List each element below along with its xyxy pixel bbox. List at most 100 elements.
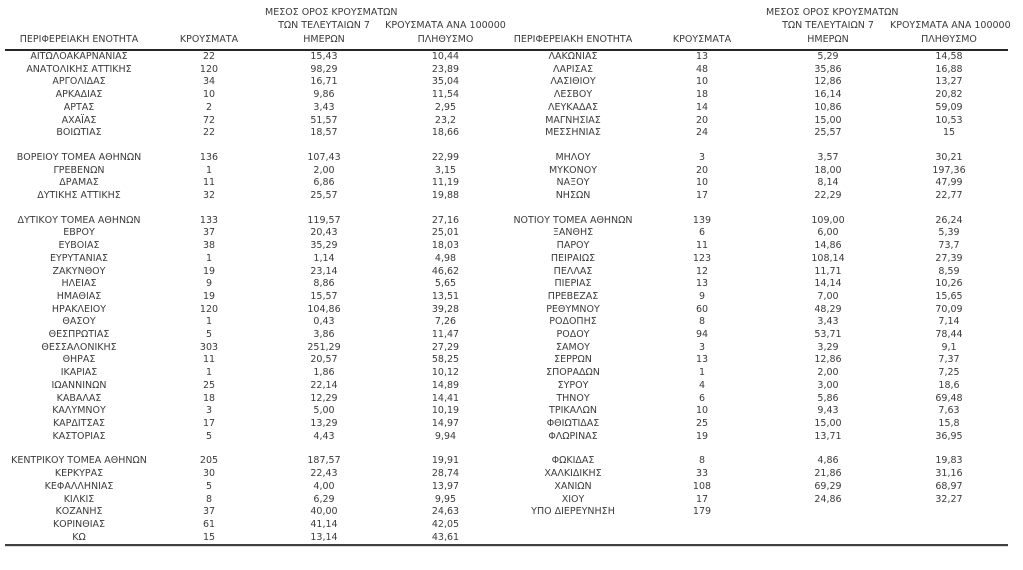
cases-cell	[638, 519, 766, 532]
region-cell: ΛΕΣΒΟΥ	[553, 89, 593, 101]
region-cell: ΠΙΕΡΙΑΣ	[554, 278, 592, 290]
cases-cell: 133	[199, 214, 219, 226]
table-row: ΕΥΒΟΙΑΣ 38 35,29 18,03 ΠΑΡΟΥ 11 14,86 73,7	[5, 240, 1008, 253]
cases-cell: 179	[692, 506, 712, 518]
cases-cell: 13	[695, 51, 709, 62]
avg7-cell: 4,43	[313, 430, 335, 442]
header-region-right: ΠΕΡΙΦΕΡΕΙΑΚΗ ΕΝΟΤΗΤΑ	[508, 0, 638, 51]
region-cell: ΚΙΛΚΙΣ	[63, 493, 95, 505]
header-per100k-right-line1: ΚΡΟΥΣΜΑΤΑ ΑΝΑ 100000	[890, 20, 1011, 31]
per100k-cell: 10,53	[935, 114, 963, 126]
avg7-cell: 15,00	[814, 114, 842, 126]
per100k-cell: 31,16	[935, 468, 963, 480]
header-per100k-left: ΚΡΟΥΣΜΑΤΑ ΑΝΑ 100000 ΠΛΗΘΥΣΜΟ	[383, 0, 508, 51]
cases-cell: 72	[202, 114, 216, 126]
region-cell: ΛΑΣΙΘΙΟΥ	[550, 76, 596, 88]
avg7-cell: 4,86	[817, 455, 839, 467]
cases-cell: 10	[695, 76, 709, 88]
avg7-cell: 53,71	[814, 329, 842, 341]
region-cell: ΤΡΙΚΑΛΩΝ	[549, 405, 597, 417]
avg7-cell: 10,86	[814, 101, 842, 113]
avg7-cell: 8,14	[817, 177, 839, 189]
region-cell: ΑΝΑΤΟΛΙΚΗΣ ΑΤΤΙΚΗΣ	[26, 63, 132, 75]
region-cell: ΙΚΑΡΙΑΣ	[60, 367, 98, 379]
cases-cell: 18	[202, 392, 216, 404]
region-cell: ΙΩΑΝΝΙΝΩΝ	[51, 379, 107, 391]
per100k-cell: 19,91	[431, 455, 460, 467]
table-row: ΓΡΕΒΕΝΩΝ 1 2,00 3,15 ΜΥΚΟΝΟΥ 20 18,00 197,36	[5, 165, 1008, 178]
table-row: ΒΟΙΩΤΙΑΣ 22 18,57 18,66 ΜΕΣΣΗΝΙΑΣ 24 25,57 15	[5, 127, 1008, 140]
avg7-cell: 5,00	[313, 405, 335, 417]
region-cell: ΝΑΞΟΥ	[556, 177, 590, 189]
avg7-cell: 13,71	[814, 430, 842, 442]
table-row: ΚΕΦΑΛΛΗΝΙΑΣ 5 4,00 13,97 ΧΑΝΙΩΝ 108 69,29 68,97	[5, 481, 1008, 494]
cases-cell: 17	[695, 190, 709, 202]
avg7-cell: 14,86	[814, 240, 842, 252]
cases-cell: 33	[695, 468, 709, 480]
avg7-cell: 11,71	[814, 265, 842, 277]
table-row: ΘΕΣΣΑΛΟΝΙΚΗΣ 303 251,29 27,29 ΣΑΜΟΥ 3 3,29 9,1	[5, 342, 1008, 355]
region-cell: ΣΥΡΟΥ	[557, 379, 589, 391]
cases-cell: 10	[202, 89, 216, 101]
cases-cell: 38	[202, 240, 216, 252]
cases-cell: 2	[205, 101, 213, 113]
avg7-cell: 20,43	[310, 227, 338, 239]
region-cell: ΚΑΛΥΜΝΟΥ	[52, 405, 106, 417]
cases-cell: 303	[199, 341, 219, 353]
cases-cell: 4	[698, 379, 706, 391]
avg7-cell: 12,86	[814, 354, 842, 366]
cases-cell: 13	[695, 278, 709, 290]
region-cell: ΗΜΑΘΙΑΣ	[56, 290, 102, 302]
per100k-cell: 20,82	[935, 89, 963, 101]
region-cell: ΑΙΤΩΛΟΑΚΑΡΝΑΝΙΑΣ	[30, 51, 128, 62]
per100k-cell: 39,28	[431, 303, 460, 315]
cases-cell: 1	[205, 316, 213, 328]
per100k-cell: 36,95	[935, 430, 963, 442]
avg7-cell: 35,86	[814, 63, 842, 75]
cases-cell: 120	[199, 63, 219, 75]
cases-cell: 9	[698, 290, 706, 302]
region-cell: ΑΡΓΟΛΙΔΑΣ	[52, 76, 106, 88]
region-cell: ΠΑΡΟΥ	[556, 240, 590, 252]
per100k-cell: 35,04	[431, 76, 460, 88]
region-cell	[508, 531, 638, 547]
per100k-cell: 14,58	[935, 51, 963, 62]
region-cell: ΦΘΙΩΤΙΔΑΣ	[546, 417, 600, 429]
avg7-cell	[766, 519, 890, 532]
table-row: ΚΟΡΙΝΘΙΑΣ 61 41,14 42,05	[5, 519, 1008, 532]
per100k-cell: 32,27	[935, 493, 963, 505]
region-cell: ΕΥΡΥΤΑΝΙΑΣ	[49, 252, 109, 264]
header-per100k-left-line1: ΚΡΟΥΣΜΑΤΑ ΑΝΑ 100000	[385, 20, 506, 31]
avg7-cell: 25,57	[814, 127, 842, 139]
avg7-cell: 3,29	[817, 341, 839, 353]
region-cell: ΗΡΑΚΛΕΙΟΥ	[51, 303, 107, 315]
per100k-cell: 15	[942, 127, 956, 139]
avg7-cell: 15,43	[310, 51, 338, 62]
per100k-cell: 8,59	[938, 265, 960, 277]
table-row: ΚΟΖΑΝΗΣ 37 40,00 24,63 ΥΠΟ ΔΙΕΡΕΥΝΗΣΗ 179	[5, 506, 1008, 519]
table-row: ΗΛΕΙΑΣ 9 8,86 5,65 ΠΙΕΡΙΑΣ 13 14,14 10,26	[5, 278, 1008, 291]
table-row: ΚΑΣΤΟΡΙΑΣ 5 4,43 9,94 ΦΛΩΡΙΝΑΣ 19 13,71 36,95	[5, 431, 1008, 444]
table-row: ΒΟΡΕΙΟΥ ΤΟΜΕΑ ΑΘΗΝΩΝ 136 107,43 22,99 ΜΗΛΟΥ 3…	[5, 152, 1008, 165]
avg7-cell: 12,29	[310, 392, 338, 404]
cases-cell: 205	[199, 455, 219, 467]
cases-cell: 14	[695, 101, 709, 113]
table-row: ΑΡΓΟΛΙΔΑΣ 34 16,71 35,04 ΛΑΣΙΘΙΟΥ 10 12,86 13,2…	[5, 76, 1008, 89]
per100k-cell: 59,09	[935, 101, 963, 113]
region-cell: ΑΧΑΪΑΣ	[61, 114, 97, 126]
spacer-cell	[5, 140, 1008, 152]
region-cell	[508, 519, 638, 532]
avg7-cell: 16,71	[310, 76, 338, 88]
region-cell: ΘΕΣΣΑΛΟΝΙΚΗΣ	[41, 341, 117, 353]
avg7-cell: 22,14	[310, 379, 338, 391]
cases-cell: 5	[205, 430, 213, 442]
header-avg7-left-line3: ΗΜΕΡΩΝ	[303, 33, 345, 45]
region-cell: ΧΙΟΥ	[561, 493, 585, 505]
per100k-cell: 13,51	[431, 290, 460, 302]
region-cell: ΛΑΡΙΣΑΣ	[552, 63, 594, 75]
region-cell: ΚΑΡΔΙΤΣΑΣ	[52, 417, 106, 429]
per100k-cell: 7,25	[938, 367, 960, 379]
region-cell: ΞΑΝΘΗΣ	[552, 227, 594, 239]
cases-cell: 48	[695, 63, 709, 75]
cases-cell: 1	[205, 164, 213, 176]
